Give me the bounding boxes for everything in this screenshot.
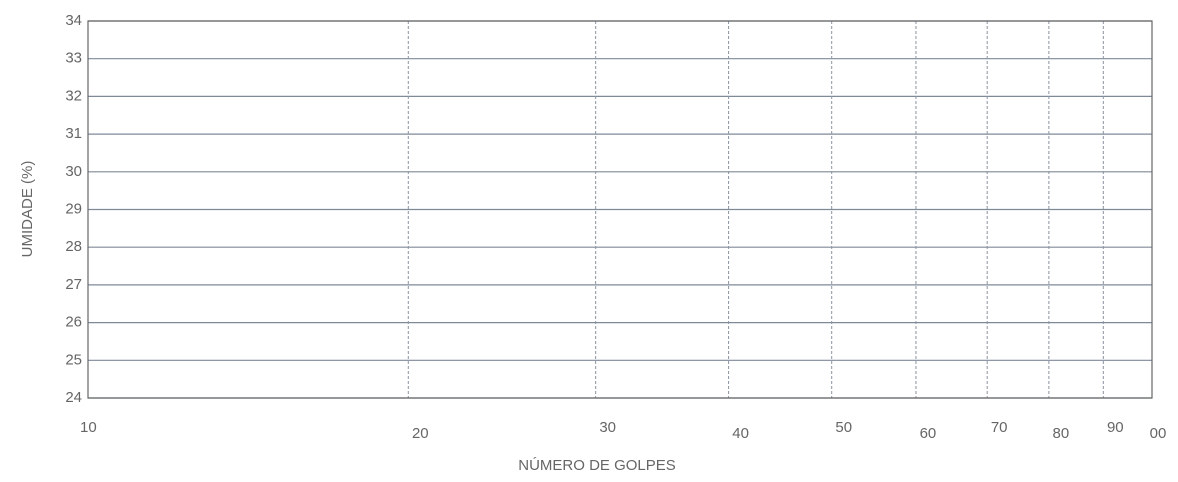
plot-frame (87, 20, 1153, 399)
x-tick-label: 60 (920, 425, 937, 442)
x-axis-label: NÚMERO DE GOLPES (518, 457, 676, 474)
y-tick-label: 32 (65, 87, 82, 104)
x-tick-label: 50 (835, 419, 852, 436)
x-tick-label: 20 (412, 425, 429, 442)
x-tick-label: 40 (732, 425, 749, 442)
y-tick-label: 27 (65, 276, 82, 293)
x-tick-label: 80 (1053, 425, 1070, 442)
x-tick-label: 10 (80, 419, 97, 436)
x-tick-label: 30 (599, 419, 616, 436)
y-tick-label: 24 (65, 389, 82, 406)
x-tick-label: 00 (1150, 425, 1167, 442)
y-tick-label: 30 (65, 163, 82, 180)
y-tick-label: 29 (65, 200, 82, 217)
y-tick-label: 34 (65, 12, 82, 29)
y-axis-label: UMIDADE (%) (19, 161, 36, 258)
x-tick-label: 90 (1107, 419, 1124, 436)
y-tick-label: 33 (65, 50, 82, 67)
y-tick-label: 28 (65, 238, 82, 255)
x-tick-label: 70 (991, 419, 1008, 436)
y-tick-label: 26 (65, 314, 82, 331)
y-tick-label: 25 (65, 351, 82, 368)
y-tick-label: 31 (65, 125, 82, 142)
